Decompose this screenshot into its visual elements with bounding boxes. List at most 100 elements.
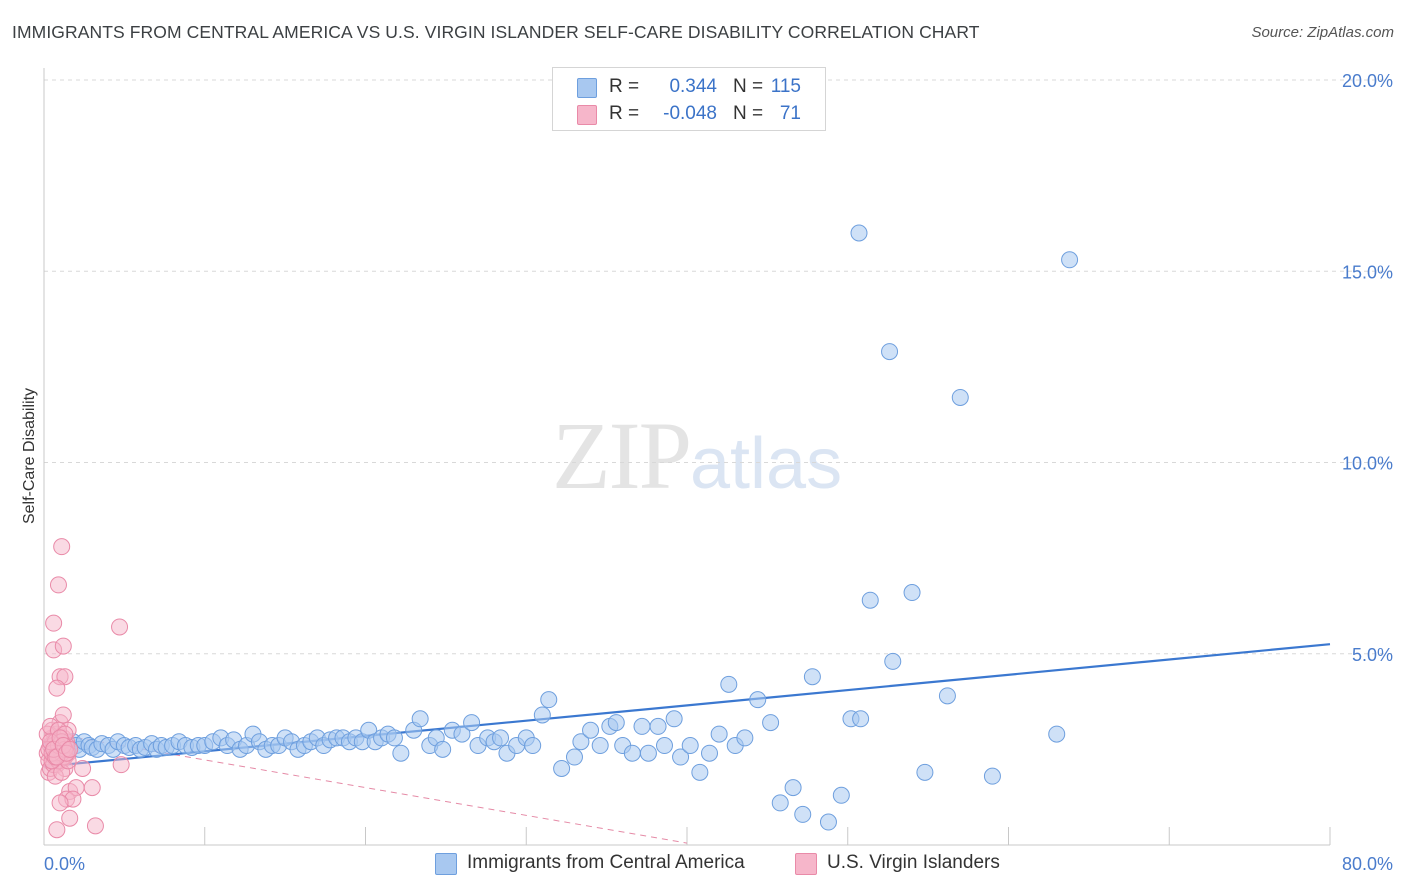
series-legend-virgin-islanders: U.S. Virgin Islanders — [795, 851, 1035, 877]
data-point-central-america — [649, 717, 667, 735]
data-point-central-america — [803, 668, 821, 686]
x-tick-label: 80.0% — [1342, 854, 1393, 874]
data-point-central-america — [938, 687, 956, 705]
series-swatch-blue — [435, 853, 457, 875]
data-point-virgin-islanders — [53, 538, 71, 556]
data-point-virgin-islanders — [49, 576, 67, 594]
data-point-central-america — [565, 748, 583, 766]
data-point-virgin-islanders — [54, 637, 72, 655]
data-point-central-america — [392, 744, 410, 762]
data-point-virgin-islanders — [74, 760, 92, 777]
data-point-central-america — [832, 786, 850, 804]
data-point-central-america — [701, 744, 719, 762]
data-point-central-america — [861, 591, 879, 609]
data-point-central-america — [655, 737, 673, 755]
data-point-central-america — [453, 725, 471, 743]
data-point-central-america — [819, 813, 837, 831]
grid-layer — [44, 79, 1394, 655]
data-point-central-america — [607, 714, 625, 732]
data-point-central-america — [903, 584, 921, 602]
axis-layer — [43, 68, 1331, 846]
data-point-central-america — [1061, 251, 1079, 269]
source-label: Source: ZipAtlas.com — [1251, 24, 1394, 41]
y-tick-label: 15.0% — [1342, 262, 1393, 282]
series-legend-central-america: Immigrants from Central America — [435, 851, 775, 877]
data-point-virgin-islanders — [61, 809, 79, 827]
legend-r-value: 0.344 — [669, 76, 717, 97]
data-point-central-america — [533, 706, 551, 724]
y-axis-label: Self-Care Disability — [21, 388, 38, 524]
data-point-virgin-islanders — [48, 821, 66, 839]
data-point-central-america — [540, 691, 558, 709]
data-point-central-america — [434, 740, 452, 758]
legend-n-label: N = — [733, 76, 764, 97]
data-point-central-america — [463, 714, 481, 732]
data-point-central-america — [633, 717, 651, 735]
series-legend-label: Immigrants from Central America — [467, 852, 745, 873]
data-point-central-america — [794, 805, 812, 823]
data-point-virgin-islanders — [111, 618, 129, 636]
data-point-central-america — [665, 710, 683, 728]
data-point-virgin-islanders — [48, 679, 66, 697]
legend-swatch-pink — [577, 105, 597, 125]
data-point-central-america — [884, 652, 902, 670]
data-point-virgin-islanders — [61, 740, 79, 758]
y-tick-label: 20.0% — [1342, 71, 1393, 91]
y-tick-label: 5.0% — [1352, 645, 1393, 665]
data-point-central-america — [582, 721, 600, 739]
data-point-central-america — [710, 725, 728, 743]
x-tick-label: 0.0% — [44, 854, 85, 874]
data-point-central-america — [492, 729, 510, 747]
chart-title: IMMIGRANTS FROM CENTRAL AMERICA VS U.S. … — [12, 22, 980, 42]
data-point-central-america — [749, 691, 767, 709]
data-point-central-america — [983, 767, 1001, 785]
data-point-virgin-islanders — [83, 779, 101, 797]
watermark-atlas: atlas — [690, 424, 843, 504]
data-point-virgin-islanders — [54, 706, 72, 724]
series-legend-label: U.S. Virgin Islanders — [827, 852, 1000, 873]
data-point-central-america — [681, 737, 699, 755]
data-point-central-america — [736, 729, 754, 747]
data-point-central-america — [553, 760, 571, 777]
legend-r-value: -0.048 — [663, 103, 717, 124]
legend-r-label: R = — [609, 76, 640, 97]
legend-row-virgin-islanders: R = -0.048 N = 71 — [553, 102, 825, 126]
data-point-central-america — [881, 343, 899, 361]
legend-n-value: 71 — [779, 103, 801, 124]
legend-swatch-blue — [577, 78, 597, 98]
data-point-central-america — [720, 675, 738, 693]
data-point-central-america — [852, 710, 870, 728]
data-point-virgin-islanders — [51, 794, 69, 812]
data-point-central-america — [762, 714, 780, 732]
y-tick-label: 10.0% — [1342, 454, 1393, 474]
data-point-central-america — [385, 729, 403, 747]
legend-n-value: 115 — [770, 76, 801, 97]
data-point-central-america — [524, 737, 542, 755]
watermark: ZIPatlas — [552, 400, 842, 511]
legend-r-label: R = — [609, 103, 640, 124]
data-point-central-america — [572, 733, 590, 751]
watermark-zip: ZIP — [552, 402, 692, 509]
data-point-virgin-islanders — [112, 756, 130, 774]
data-point-central-america — [951, 388, 969, 406]
data-point-central-america — [1048, 725, 1066, 743]
data-point-central-america — [916, 763, 934, 781]
data-point-virgin-islanders — [45, 614, 63, 632]
data-point-central-america — [591, 737, 609, 755]
data-point-central-america — [672, 748, 690, 766]
trend-line-virgin-islanders — [43, 731, 688, 844]
label-layer: 5.0% 10.0% 15.0% 20.0% 0.0% 80.0% — [44, 71, 1393, 874]
series-swatch-pink — [795, 853, 817, 875]
data-point-central-america — [623, 744, 641, 762]
data-point-central-america — [639, 744, 657, 762]
correlation-legend: R = 0.344 N = 115 R = -0.048 N = 71 — [552, 67, 826, 131]
legend-row-central-america: R = 0.344 N = 115 — [553, 75, 825, 99]
data-point-central-america — [784, 779, 802, 797]
data-point-virgin-islanders — [86, 817, 104, 835]
points-layer — [38, 224, 1079, 839]
data-point-central-america — [771, 794, 789, 812]
data-point-central-america — [411, 710, 429, 728]
data-point-central-america — [850, 224, 868, 242]
legend-n-label: N = — [733, 103, 764, 124]
